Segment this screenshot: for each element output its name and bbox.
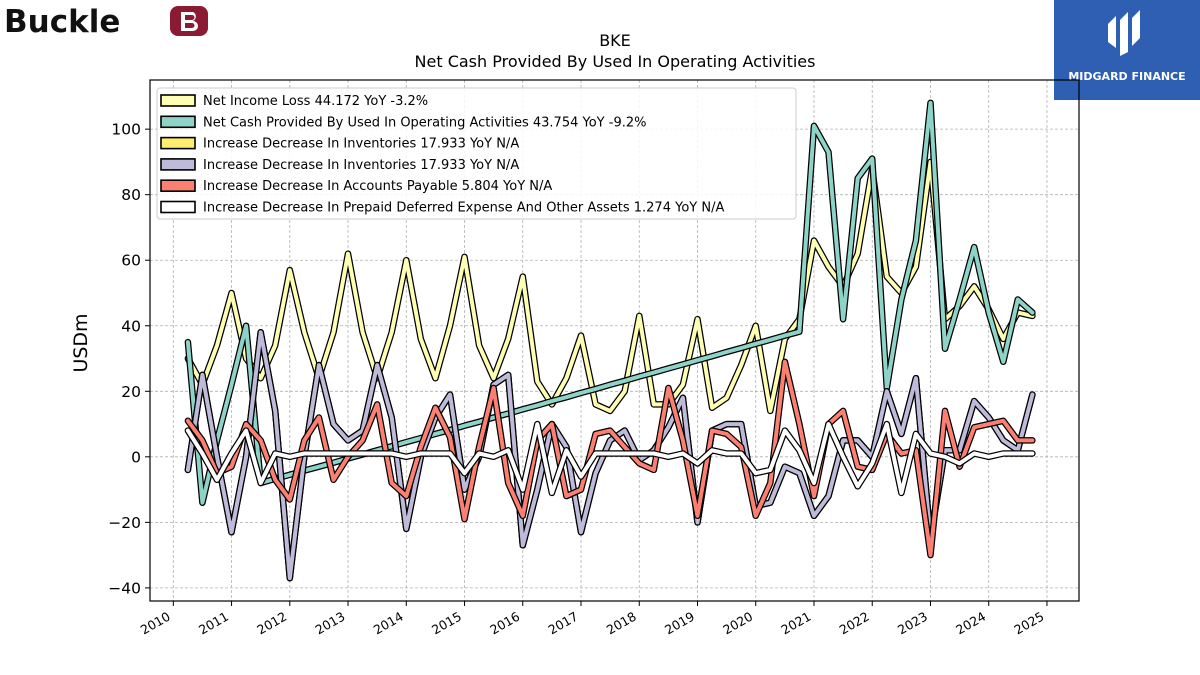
partner-wordmark: MIDGARD FINANCE: [1068, 70, 1185, 83]
x-tick-label: 2014: [371, 609, 406, 638]
x-tick-label: 2022: [837, 609, 872, 638]
series-lines: [184, 99, 1036, 582]
x-tick-label: 2024: [953, 609, 988, 638]
y-tick-label: 40: [121, 317, 141, 335]
axes-frame: [149, 79, 1080, 602]
series-line-net-income-loss: [185, 159, 1035, 413]
y-tick-label: 60: [121, 252, 141, 270]
legend: Net Income Loss 44.172 YoY -3.2% Net Cash…: [156, 87, 797, 220]
buckle-logo: Buckle: [4, 4, 208, 40]
midgard-m-icon: [1108, 10, 1140, 56]
x-tick-label: 2018: [604, 609, 639, 638]
y-tick-label: 100: [111, 121, 141, 139]
legend-swatch-accounts-payable: [160, 179, 196, 192]
legend-swatch-net-cash-operating: [160, 115, 196, 129]
y-tick-label: 0: [131, 448, 141, 466]
y-tick-label: 80: [121, 186, 141, 204]
x-tick-label: 2023: [895, 609, 930, 638]
legend-label-accounts-payable: Increase Decrease In Accounts Payable 5.…: [203, 179, 552, 194]
y-tick-label: −40: [108, 579, 141, 597]
legend-label-prepaid-expense: Increase Decrease In Prepaid Deferred Ex…: [203, 201, 724, 216]
y-tick-label: −20: [108, 514, 141, 532]
x-tick-label: 2019: [662, 609, 697, 638]
y-axis-label: USDm: [70, 313, 92, 372]
x-tick-label: 2012: [254, 609, 289, 638]
x-tick-label: 2011: [196, 609, 231, 638]
y-tick-label: 20: [121, 383, 141, 401]
series-line-prepaid-expense: [185, 422, 1035, 495]
x-tick-label: 2020: [720, 609, 755, 638]
chart-title: BKE: [599, 31, 631, 50]
legend-label-net-cash-operating: Net Cash Provided By Used In Operating A…: [203, 115, 646, 130]
x-tick-label: 2025: [1011, 609, 1046, 638]
legend-swatch-net-income-loss: [160, 94, 196, 107]
x-tick-label: 2017: [545, 609, 580, 638]
legend-swatch-prepaid-expense: [160, 200, 196, 214]
legend-label-net-income-loss: Net Income Loss 44.172 YoY -3.2%: [203, 94, 428, 109]
x-tick-label: 2015: [429, 609, 464, 638]
series-line-inventories-purple: [185, 330, 1035, 581]
legend-swatch-inventories-purple: [160, 158, 196, 171]
buckle-logo-wordmark: Buckle: [4, 4, 120, 40]
legend-label-inventories-purple: Increase Decrease In Inventories 17.933 …: [203, 158, 519, 173]
x-tick-label: 2016: [487, 609, 522, 638]
legend-box: [156, 87, 797, 220]
x-tick-label: 2010: [138, 609, 173, 638]
x-tick-label: 2021: [778, 609, 813, 638]
midgard-finance-logo: MIDGARD FINANCE: [1054, 0, 1200, 100]
x-tick-label: 2013: [312, 609, 347, 638]
legend-swatch-inventories-yellow: [160, 136, 196, 150]
legend-label-inventories-yellow: Increase Decrease In Inventories 17.933 …: [203, 137, 519, 152]
chart-subtitle: Net Cash Provided By Used In Operating A…: [414, 52, 816, 71]
